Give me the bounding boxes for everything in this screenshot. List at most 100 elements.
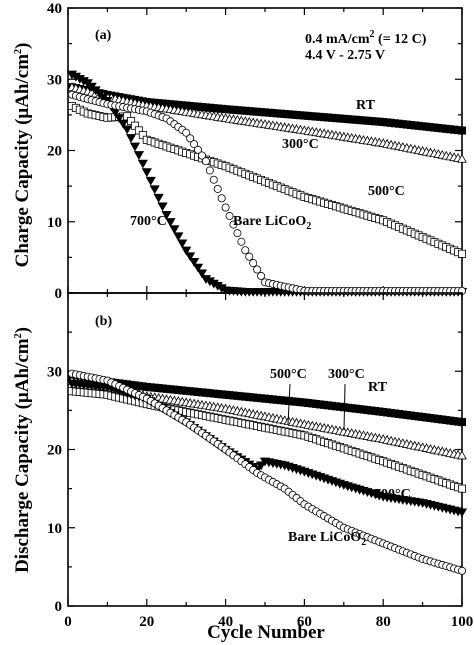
y-tick-label-b: 30 — [47, 364, 62, 380]
point-a-0 — [457, 126, 466, 135]
label-b-300c: 300°C — [328, 367, 365, 382]
label-a-bare: Bare LiCoO2 — [233, 214, 311, 232]
y-tick-label-b: 0 — [55, 599, 63, 615]
point-a-3 — [188, 258, 200, 267]
label-b-bare: Bare LiCoO2 — [288, 530, 366, 548]
point-a-3 — [114, 114, 125, 123]
point-a-4 — [186, 134, 195, 143]
rate-main: 0.4 mA/cm — [305, 32, 370, 47]
point-b-4 — [457, 566, 466, 575]
point-a-3 — [169, 225, 180, 235]
point-a-3 — [141, 168, 152, 178]
series-a-0 — [67, 83, 466, 135]
bare-b-main: Bare LiCoO — [288, 530, 361, 545]
x-tick-label: 0 — [64, 614, 72, 630]
ylabel-a-sup: 2 — [13, 49, 24, 54]
point-a-3 — [185, 252, 196, 262]
leader-line-500c — [287, 383, 291, 425]
label-a-300c: 300°C — [282, 137, 319, 152]
y-tick-label-a: 30 — [47, 72, 62, 88]
rate-rest: (= 12 C) — [375, 32, 427, 47]
bare-main: Bare LiCoO — [233, 214, 306, 229]
bare-b-sub: 2 — [361, 537, 366, 548]
panel-a-charge: 0 10 20 30 40 — [47, 1, 468, 302]
point-a-4 — [245, 252, 254, 261]
point-a-4 — [205, 166, 214, 175]
point-a-3 — [192, 263, 204, 273]
ylabel-b-close: ) — [12, 327, 33, 333]
x-tick-label: 40 — [218, 614, 233, 630]
point-b-2 — [457, 484, 466, 493]
y-tick-label-b: 10 — [47, 521, 62, 537]
point-a-3 — [145, 176, 156, 186]
point-a-4 — [225, 212, 234, 221]
ylabel-b-sup: 2 — [13, 333, 24, 338]
point-a-4 — [253, 265, 262, 274]
y-tick-label-a: 20 — [47, 144, 62, 160]
point-a-3 — [125, 134, 137, 143]
panel-a-voltage-condition: 4.4 V - 2.75 V — [305, 48, 385, 63]
y-axis-title-charge: Charge Capacity (μAh/cm2) — [12, 43, 33, 268]
series-b-0 — [67, 373, 466, 427]
x-tick-label: 60 — [297, 614, 312, 630]
label-b-rt: RT — [368, 380, 388, 395]
point-a-4 — [217, 194, 226, 203]
series-a-2 — [67, 102, 466, 258]
rate-sup: 2 — [370, 29, 375, 40]
point-a-3 — [149, 185, 160, 195]
panel-b-discharge: 0 10 20 30 0 20 40 60 80 100 — [47, 292, 474, 630]
label-b-500c: 500°C — [270, 367, 307, 382]
point-a-4 — [213, 184, 222, 193]
point-a-3 — [118, 119, 129, 129]
point-b-1 — [457, 450, 467, 460]
label-a-rt: RT — [356, 98, 376, 113]
ylabel-b-main: Discharge Capacity (μAh/cm — [12, 338, 33, 573]
point-a-2 — [457, 249, 466, 258]
x-tick-label: 20 — [139, 614, 154, 630]
point-a-4 — [257, 271, 266, 280]
y-axis-title-discharge: Discharge Capacity (μAh/cm2) — [12, 327, 33, 573]
ylabel-a-main: Charge Capacity (μAh/cm — [12, 54, 33, 268]
point-b-3 — [456, 508, 468, 518]
point-a-4 — [201, 157, 210, 166]
point-a-3 — [129, 142, 141, 152]
point-a-1 — [457, 153, 467, 163]
point-a-4 — [221, 203, 230, 212]
point-a-4 — [229, 220, 238, 229]
panel-a-label: (a) — [95, 28, 112, 43]
series-a-1 — [67, 82, 467, 163]
series-b-4 — [67, 369, 466, 575]
x-axis-title: Cycle Number — [207, 622, 325, 643]
leader-line-300c — [343, 383, 346, 431]
label-a-700c: 700°C — [130, 214, 167, 229]
point-a-4 — [190, 140, 199, 149]
point-a-3 — [153, 193, 164, 203]
point-a-4 — [237, 237, 246, 246]
y-tick-label-a: 0 — [55, 286, 63, 302]
point-a-3 — [196, 269, 208, 279]
point-b-3 — [255, 461, 267, 471]
point-a-4 — [182, 128, 191, 137]
y-tick-label-b: 20 — [47, 443, 62, 459]
bare-sub: 2 — [306, 221, 311, 232]
point-a-3 — [137, 159, 148, 169]
label-b-700c: 700°C — [374, 487, 411, 502]
point-a-3 — [177, 239, 188, 249]
x-tick-label: 80 — [376, 614, 391, 630]
point-a-4 — [233, 229, 242, 238]
panel-b-label: (b) — [95, 314, 112, 329]
ylabel-a-close: ) — [12, 43, 33, 49]
point-a-3 — [133, 151, 145, 160]
label-a-500c: 500°C — [368, 184, 405, 199]
point-a-4 — [209, 175, 218, 184]
point-a-4 — [249, 259, 258, 268]
point-a-4 — [197, 151, 206, 160]
point-b-0 — [457, 418, 466, 427]
panel-a-rate-condition: 0.4 mA/cm2 (= 12 C) — [305, 29, 427, 47]
point-a-4 — [241, 246, 250, 255]
point-a-4 — [194, 145, 203, 154]
y-tick-label-a: 40 — [47, 1, 62, 17]
point-a-3 — [173, 232, 184, 242]
x-tick-label: 100 — [451, 614, 474, 630]
